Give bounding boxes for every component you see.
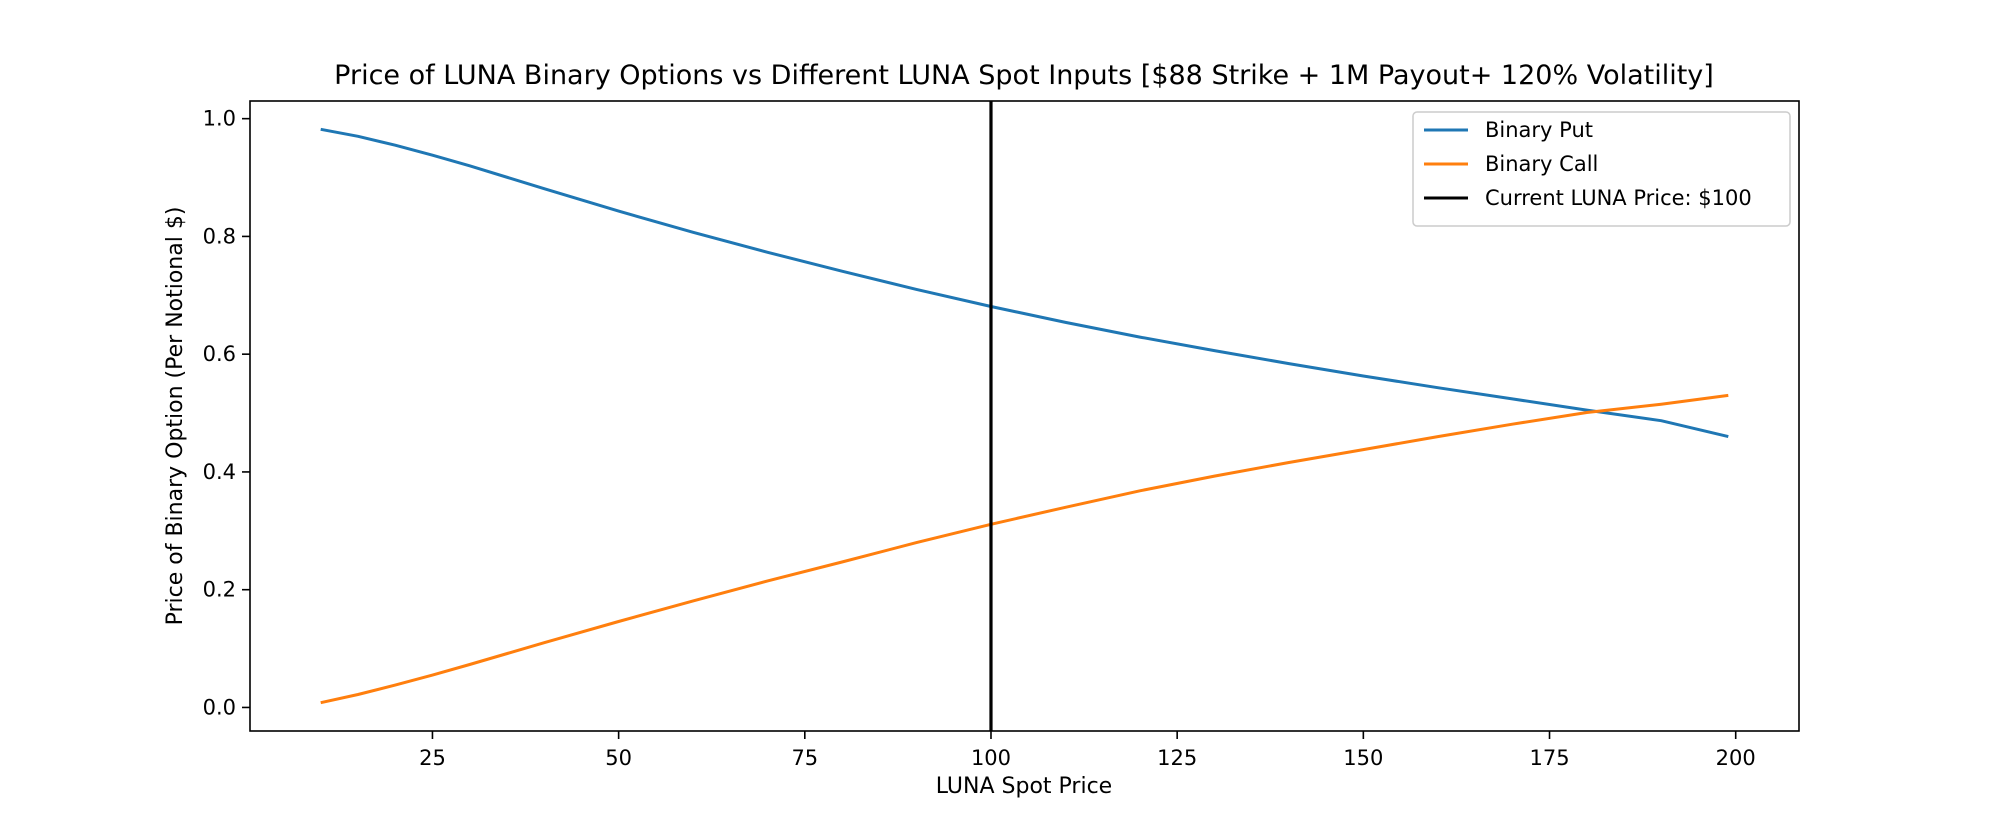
x-tick-label: 25 [419, 746, 446, 770]
x-tick-label: 50 [605, 746, 632, 770]
legend: Binary Put Binary Call Current LUNA Price:… [1412, 111, 1791, 227]
x-tick-label: 200 [1716, 746, 1756, 770]
x-tick-label: 175 [1529, 746, 1569, 770]
x-tick-label: 150 [1343, 746, 1383, 770]
series-group [320, 101, 1729, 731]
legend-box [1412, 111, 1791, 227]
series-line-binary-put [320, 127, 1729, 439]
legend-label: Binary Put [1485, 118, 1593, 142]
y-tick-label: 0.8 [203, 224, 236, 248]
y-axis-label: Price of Binary Option (Per Notional $) [163, 207, 188, 626]
chart-title: Price of LUNA Binary Options vs Differen… [334, 60, 1714, 91]
x-axis-label: LUNA Spot Price [936, 774, 1112, 799]
legend-label: Current LUNA Price: $100 [1485, 186, 1752, 210]
y-tick-label: 0.4 [203, 460, 236, 484]
x-tick-label: 125 [1157, 746, 1197, 770]
y-tick-label: 0.0 [203, 695, 236, 719]
legend-label: Binary Call [1485, 152, 1598, 176]
x-axis: 25 50 75 100 125 150 175 200 [419, 731, 1756, 770]
x-tick-label: 100 [971, 746, 1011, 770]
y-tick-label: 0.2 [203, 578, 236, 602]
series-line-binary-call [320, 393, 1729, 705]
plot-area [249, 100, 1800, 732]
x-tick-label: 75 [791, 746, 818, 770]
y-axis: 0.0 0.2 0.4 0.6 0.8 1.0 [203, 107, 250, 719]
y-tick-label: 0.6 [203, 342, 236, 366]
y-tick-label: 1.0 [203, 107, 236, 131]
